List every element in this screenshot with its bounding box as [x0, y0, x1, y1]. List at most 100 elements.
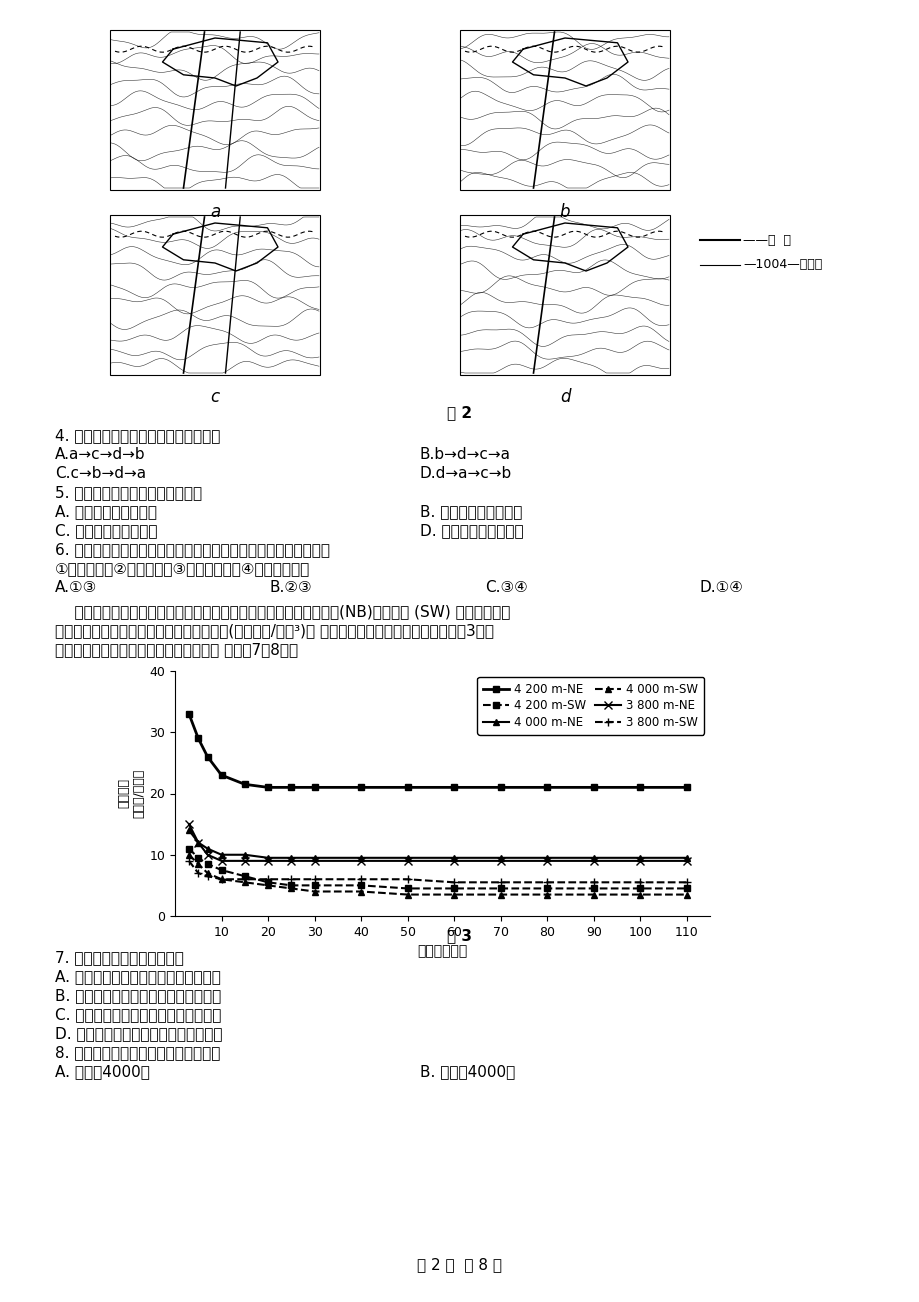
Legend: 4 200 m-NE, 4 200 m-SW, 4 000 m-NE, 4 000 m-SW, 3 800 m-NE, 3 800 m-SW: 4 200 m-NE, 4 200 m-SW, 4 000 m-NE, 4 00… — [477, 677, 703, 734]
4 000 m-NE — [202, 841, 213, 857]
Bar — [110, 215, 320, 375]
4 000 m-NE — [541, 850, 552, 866]
3 800 m-NE — [286, 853, 297, 868]
Text: 草甯土进行采样，发现采样点表层土壤密度(单位：克/厘米³)随 高程的降低出现先减后增的趋势。图3为不: 草甯土进行采样，发现采样点表层土壤密度(单位：克/厘米³)随 高程的降低出现先减… — [55, 622, 494, 638]
4 200 m-SW — [309, 878, 320, 893]
Text: 同海拔和坡向表层土壤水分入渗曲线。据 此回筗7～8题。: 同海拔和坡向表层土壤水分入渗曲线。据 此回筗7～8题。 — [55, 642, 298, 658]
3 800 m-SW — [587, 875, 598, 891]
4 000 m-SW — [286, 880, 297, 896]
3 800 m-NE — [680, 853, 691, 868]
Text: B. 同一海拔，半阴坡入渗速率下降更快: B. 同一海拔，半阴坡入渗速率下降更快 — [55, 988, 221, 1003]
4 000 m-NE — [286, 850, 297, 866]
Bar — [110, 30, 320, 190]
Text: 第 2 页  共 8 页: 第 2 页 共 8 页 — [417, 1256, 502, 1272]
4 000 m-NE — [183, 823, 194, 838]
Text: B. 半阳块4000米: B. 半阳块4000米 — [420, 1064, 515, 1079]
3 800 m-SW — [680, 875, 691, 891]
Text: D.d→a→c→b: D.d→a→c→b — [420, 466, 512, 480]
Text: ①地表的起伏②气压的高低③凝结核的数量④下垄面的性质: ①地表的起伏②气压的高低③凝结核的数量④下垄面的性质 — [55, 561, 310, 575]
4 200 m-NE — [262, 780, 273, 796]
Line: 4 000 m-SW: 4 000 m-SW — [186, 852, 689, 898]
3 800 m-SW — [494, 875, 505, 891]
4 200 m-SW — [286, 878, 297, 893]
Bar — [460, 30, 669, 190]
Text: C.③④: C.③④ — [484, 579, 528, 595]
3 800 m-SW — [183, 853, 194, 868]
Text: D.①④: D.①④ — [699, 579, 743, 595]
3 800 m-SW — [239, 871, 250, 887]
Text: D. 海拔越高，入渗速率的坡向差异越大: D. 海拔越高，入渗速率的坡向差异越大 — [55, 1026, 222, 1042]
3 800 m-SW — [309, 871, 320, 887]
4 000 m-NE — [494, 850, 505, 866]
3 800 m-NE — [202, 846, 213, 862]
Text: C. 海拔越高，入渗速率的下降幅度越小: C. 海拔越高，入渗速率的下降幅度越小 — [55, 1006, 221, 1022]
Text: A.a→c→d→b: A.a→c→d→b — [55, 447, 145, 462]
4 000 m-SW — [402, 887, 413, 902]
Text: d: d — [559, 388, 570, 406]
4 200 m-SW — [494, 880, 505, 896]
4 000 m-NE — [587, 850, 598, 866]
3 800 m-SW — [448, 875, 460, 891]
Text: c: c — [210, 388, 220, 406]
4 200 m-SW — [587, 880, 598, 896]
4 200 m-NE — [183, 706, 194, 721]
4 200 m-NE — [494, 780, 505, 796]
4 000 m-SW — [587, 887, 598, 902]
4 000 m-NE — [193, 835, 204, 850]
4 200 m-NE — [634, 780, 645, 796]
4 000 m-SW — [355, 884, 366, 900]
4 200 m-SW — [634, 880, 645, 896]
3 800 m-SW — [634, 875, 645, 891]
4 000 m-SW — [309, 884, 320, 900]
4 200 m-SW — [239, 868, 250, 884]
Text: C. 来自西北的凉爽海风: C. 来自西北的凉爽海风 — [55, 523, 157, 538]
Text: 图 2: 图 2 — [447, 405, 472, 421]
4 200 m-SW — [541, 880, 552, 896]
4 000 m-NE — [634, 850, 645, 866]
4 200 m-NE — [541, 780, 552, 796]
4 000 m-NE — [216, 846, 227, 862]
3 800 m-NE — [541, 853, 552, 868]
4 200 m-NE — [309, 780, 320, 796]
4 000 m-NE — [402, 850, 413, 866]
4 200 m-NE — [355, 780, 366, 796]
3 800 m-SW — [216, 871, 227, 887]
3 800 m-SW — [262, 871, 273, 887]
4 000 m-NE — [355, 850, 366, 866]
3 800 m-NE — [402, 853, 413, 868]
3 800 m-NE — [448, 853, 460, 868]
Text: C.c→b→d→a: C.c→b→d→a — [55, 466, 146, 480]
3 800 m-SW — [202, 868, 213, 884]
Text: D. 来自东北的干热陆风: D. 来自东北的干热陆风 — [420, 523, 523, 538]
4 000 m-SW — [680, 887, 691, 902]
Line: 4 000 m-NE: 4 000 m-NE — [186, 827, 689, 862]
4 200 m-NE — [286, 780, 297, 796]
4 200 m-NE — [402, 780, 413, 796]
4 000 m-SW — [193, 857, 204, 872]
3 800 m-NE — [634, 853, 645, 868]
4 200 m-SW — [262, 875, 273, 891]
3 800 m-SW — [193, 866, 204, 881]
Text: B. 来自东南的干热陆风: B. 来自东南的干热陆风 — [420, 504, 522, 519]
3 800 m-NE — [309, 853, 320, 868]
Text: 6. 西海岸槽很少为澳大利亚西部带来降水，槽线附近少雨的因素有: 6. 西海岸槽很少为澳大利亚西部带来降水，槽线附近少雨的因素有 — [55, 542, 330, 557]
4 000 m-SW — [541, 887, 552, 902]
4 000 m-SW — [239, 875, 250, 891]
Text: A. 半阴块4000米: A. 半阴块4000米 — [55, 1064, 150, 1079]
3 800 m-SW — [355, 871, 366, 887]
4 200 m-NE — [239, 776, 250, 792]
4 200 m-NE — [448, 780, 460, 796]
4 000 m-NE — [448, 850, 460, 866]
4 000 m-SW — [202, 866, 213, 881]
3 800 m-NE — [239, 853, 250, 868]
4 000 m-SW — [448, 887, 460, 902]
Bar — [460, 215, 669, 375]
3 800 m-SW — [541, 875, 552, 891]
4 000 m-NE — [680, 850, 691, 866]
3 800 m-NE — [183, 816, 194, 832]
3 800 m-NE — [494, 853, 505, 868]
Line: 3 800 m-NE: 3 800 m-NE — [185, 820, 690, 865]
3 800 m-SW — [402, 871, 413, 887]
Text: 7. 降雨后的短时期内，该山地: 7. 降雨后的短时期内，该山地 — [55, 950, 184, 965]
Text: A. 来自西南的凉爽海风: A. 来自西南的凉爽海风 — [55, 504, 157, 519]
